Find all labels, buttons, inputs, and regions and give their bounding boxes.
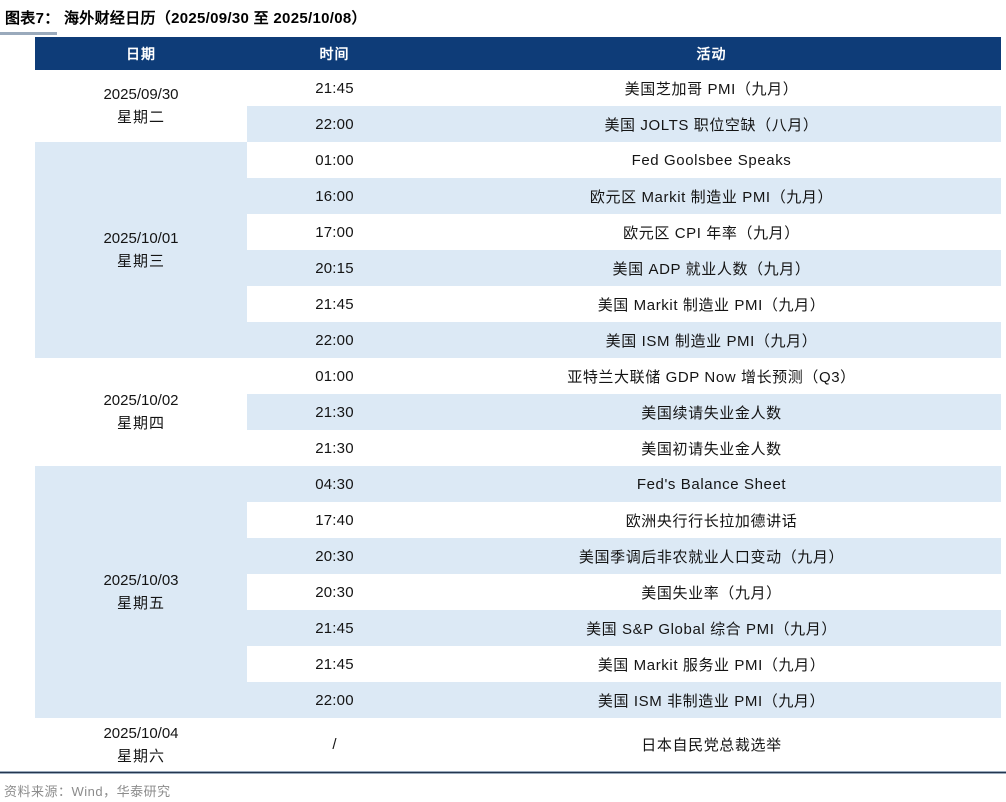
activity-cell: 欧元区 Markit 制造业 PMI（九月） — [422, 178, 1001, 214]
table-body: 2025/09/30 星期二 21:45 美国芝加哥 PMI（九月） 22:00 美国 J… — [35, 70, 1001, 771]
weekday-value: 星期六 — [116, 747, 165, 765]
time-cell: 22:00 — [247, 682, 422, 718]
date-cell: 2025/10/04 星期六 — [35, 718, 247, 771]
header-date: 日期 — [35, 37, 247, 70]
table-row: 2025/10/02 星期四 01:00 亚特兰大联储 GDP Now 增长预测（Q3… — [35, 358, 1001, 466]
table-row: 17:40 欧洲央行行长拉加德讲话 — [35, 502, 1001, 538]
activity-cell: 美国 Markit 服务业 PMI（九月） — [422, 646, 1001, 682]
figure-title: 图表7： 海外财经日历（2025/09/30 至 2025/10/08） — [5, 10, 367, 27]
weekday-value: 星期三 — [116, 253, 165, 270]
table-row: 20:15 美国 ADP 就业人数（九月） — [35, 250, 1001, 286]
time-cell: 21:30 — [247, 394, 422, 430]
table-row: 2025/09/30 星期二 21:45 美国芝加哥 PMI（九月） — [35, 70, 1001, 142]
table-row: 16:00 欧元区 Markit 制造业 PMI（九月） — [35, 178, 1001, 214]
time-cell: 17:00 — [247, 214, 422, 250]
table-header: 日期 时间 活动 — [35, 37, 1001, 70]
table-row: 17:00 欧元区 CPI 年率（九月） — [35, 214, 1001, 250]
title-underline — [0, 32, 57, 35]
activity-cell: Fed's Balance Sheet — [422, 466, 1001, 502]
activity-cell: 欧洲央行行长拉加德讲话 — [422, 502, 1001, 538]
activity-cell: 美国 Markit 制造业 PMI（九月） — [422, 286, 1001, 322]
table-row: 22:00 美国 JOLTS 职位空缺（八月） — [35, 106, 1001, 142]
date-cell: 2025/10/02 星期四 — [35, 358, 247, 466]
activity-cell: 美国芝加哥 PMI（九月） — [422, 70, 1001, 106]
table-row: 20:30 美国季调后非农就业人口变动（九月） — [35, 538, 1001, 574]
time-cell: 01:00 — [247, 358, 422, 394]
time-cell: 21:45 — [247, 646, 422, 682]
date-value: 2025/10/03 — [103, 572, 179, 589]
time-cell: 16:00 — [247, 178, 422, 214]
activity-cell: 欧元区 CPI 年率（九月） — [422, 214, 1001, 250]
activity-cell: 美国季调后非农就业人口变动（九月） — [422, 538, 1001, 574]
date-cell: 2025/10/01 星期三 — [35, 142, 247, 358]
weekday-value: 星期四 — [116, 415, 165, 432]
time-cell: 20:30 — [247, 574, 422, 610]
time-cell: 21:30 — [247, 430, 422, 466]
weekday-value: 星期五 — [116, 595, 165, 612]
activity-cell: 日本自民党总裁选举 — [422, 718, 1001, 771]
date-value: 2025/10/01 — [103, 230, 179, 247]
time-cell: 01:00 — [247, 142, 422, 178]
activity-cell: 美国 ISM 非制造业 PMI（九月） — [422, 682, 1001, 718]
weekday-value: 星期二 — [116, 109, 165, 126]
time-cell: 20:30 — [247, 538, 422, 574]
table-row: 2025/10/03 星期五 04:30 Fed's Balance Sheet — [35, 466, 1001, 718]
header-activity: 活动 — [422, 37, 1001, 70]
table-row: 2025/10/01 星期三 01:00 Fed Goolsbee Speaks — [35, 142, 1001, 358]
time-cell: 20:15 — [247, 250, 422, 286]
calendar-table: 日期 时间 活动 2025/09/30 星期二 21:45 美国芝加哥 PMI（九月）… — [35, 37, 1001, 771]
activity-cell: 美国续请失业金人数 — [422, 394, 1001, 430]
header-row: 日期 时间 活动 — [35, 37, 1001, 70]
time-cell: 21:45 — [247, 286, 422, 322]
table-row: 21:45 美国 S&P Global 综合 PMI（九月） — [35, 610, 1001, 646]
table-row: 2025/10/04 星期六 / 日本自民党总裁选举 — [35, 718, 1001, 771]
time-cell: 22:00 — [247, 322, 422, 358]
time-cell: 21:45 — [247, 70, 422, 106]
activity-cell: 美国 ADP 就业人数（九月） — [422, 250, 1001, 286]
time-cell: 21:45 — [247, 610, 422, 646]
activity-cell: 亚特兰大联储 GDP Now 增长预测（Q3） — [422, 358, 1001, 394]
table-row: 22:00 美国 ISM 非制造业 PMI（九月） — [35, 682, 1001, 718]
activity-cell: 美国 ISM 制造业 PMI（九月） — [422, 322, 1001, 358]
activity-cell: Fed Goolsbee Speaks — [422, 142, 1001, 178]
date-value: 2025/10/02 — [103, 392, 179, 409]
date-value: 2025/10/04 — [103, 724, 179, 742]
table-row: 20:30 美国失业率（九月） — [35, 574, 1001, 610]
date-cell: 2025/09/30 星期二 — [35, 70, 247, 142]
time-cell: / — [247, 718, 422, 771]
activity-cell: 美国初请失业金人数 — [422, 430, 1001, 466]
table-row: 22:00 美国 ISM 制造业 PMI（九月） — [35, 322, 1001, 358]
time-cell: 22:00 — [247, 106, 422, 142]
activity-cell: 美国 JOLTS 职位空缺（八月） — [422, 106, 1001, 142]
time-cell: 17:40 — [247, 502, 422, 538]
table-bottom-rule — [0, 771, 1006, 774]
time-cell: 04:30 — [247, 466, 422, 502]
date-value: 2025/09/30 — [103, 86, 179, 103]
table-row: 21:45 美国 Markit 服务业 PMI（九月） — [35, 646, 1001, 682]
activity-cell: 美国失业率（九月） — [422, 574, 1001, 610]
header-time: 时间 — [247, 37, 422, 70]
activity-cell: 美国 S&P Global 综合 PMI（九月） — [422, 610, 1001, 646]
table-row: 21:30 美国续请失业金人数 — [35, 394, 1001, 430]
source-note: 资料来源：Wind，华泰研究 — [4, 784, 171, 799]
date-cell: 2025/10/03 星期五 — [35, 466, 247, 718]
table-row: 21:30 美国初请失业金人数 — [35, 430, 1001, 466]
table-row: 21:45 美国 Markit 制造业 PMI（九月） — [35, 286, 1001, 322]
